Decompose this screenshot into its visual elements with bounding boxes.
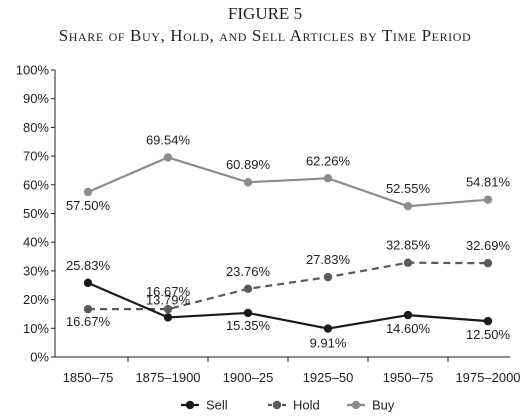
sell-data-label: 14.60%	[386, 321, 431, 336]
buy-data-label: 57.50%	[66, 198, 111, 213]
buy-data-label: 60.89%	[226, 157, 271, 172]
sell-legend-label: Sell	[206, 398, 228, 413]
hold-data-label: 16.67%	[146, 284, 191, 299]
hold-data-label: 32.85%	[386, 238, 431, 253]
chart-legend: Sell Hold Buy	[181, 398, 395, 413]
hold-series-line	[88, 261, 489, 311]
y-tick-label: 30%	[23, 263, 49, 278]
sell-data-label: 15.35%	[226, 318, 271, 333]
sell-data-point	[243, 308, 253, 318]
buy-data-point	[83, 187, 93, 197]
y-tick-label: 60%	[23, 177, 49, 192]
buy-series-line	[87, 156, 489, 208]
buy-data-point	[243, 178, 253, 187]
hold-data-label: 27.83%	[306, 252, 351, 267]
chart-data-labels: 25.83% 13.79% 15.35% 9.91% 14.60% 12.50% 16.67…	[66, 132, 511, 350]
hold-legend-label: Hold	[293, 398, 320, 413]
sell-data-point	[403, 310, 413, 320]
x-tick-label: 1900–25	[223, 370, 274, 385]
buy-data-point	[483, 195, 493, 204]
y-tick-label: 10%	[23, 321, 49, 336]
buy-legend-marker	[351, 400, 361, 410]
y-tick-label: 80%	[23, 120, 49, 135]
y-tick-label: 0%	[30, 350, 49, 365]
chart-axes: 0% 10% 20% 30% 40% 50% 60% 70% 80% 90% 100% 1850–75…	[16, 63, 521, 386]
buy-legend-label: Buy	[372, 398, 395, 413]
x-tick-label: 1850–75	[63, 370, 114, 385]
y-tick-label: 20%	[23, 292, 49, 307]
x-tick-label: 1875–1900	[135, 370, 200, 385]
sell-data-label: 9.91%	[310, 336, 347, 351]
hold-data-point	[323, 272, 333, 282]
buy-data-point	[403, 201, 413, 211]
hold-data-point	[83, 304, 93, 314]
x-tick-label: 1925–50	[303, 370, 354, 385]
sell-data-point	[83, 278, 93, 288]
hold-data-point	[483, 258, 493, 268]
hold-legend-marker	[272, 400, 282, 410]
x-tick-label: 1950–75	[383, 370, 434, 385]
sell-series-line	[87, 281, 489, 330]
sell-data-label: 12.50%	[466, 327, 511, 342]
hold-data-point	[243, 284, 253, 294]
sell-data-label: 13.79%	[146, 292, 191, 307]
sell-legend-marker	[185, 400, 195, 410]
figure-label: FIGURE 5	[228, 4, 302, 23]
y-tick-label: 40%	[23, 235, 49, 250]
buy-data-label: 69.54%	[146, 132, 191, 147]
chart-title: Share of Buy, Hold, and Sell Articles by…	[59, 26, 472, 45]
buy-data-label: 52.55%	[386, 181, 431, 196]
x-tick-label: 1975–2000	[455, 370, 520, 385]
hold-data-label: 23.76%	[226, 264, 271, 279]
y-tick-label: 70%	[23, 149, 49, 164]
sell-data-point	[323, 324, 333, 333]
hold-data-point	[403, 258, 413, 267]
sell-data-label: 25.83%	[66, 258, 111, 273]
y-tick-label: 50%	[23, 206, 49, 221]
buy-data-point	[163, 153, 173, 162]
hold-data-label: 32.69%	[466, 238, 511, 253]
y-tick-label: 90%	[23, 91, 49, 106]
sell-data-point	[163, 313, 173, 322]
hold-data-label: 16.67%	[66, 314, 111, 329]
hold-data-point	[163, 304, 173, 314]
buy-data-label: 54.81%	[466, 175, 511, 190]
sell-data-point	[483, 316, 493, 326]
buy-data-point	[323, 174, 333, 183]
y-tick-label: 100%	[16, 63, 50, 78]
buy-data-label: 62.26%	[306, 153, 351, 168]
chart-series	[83, 153, 493, 333]
